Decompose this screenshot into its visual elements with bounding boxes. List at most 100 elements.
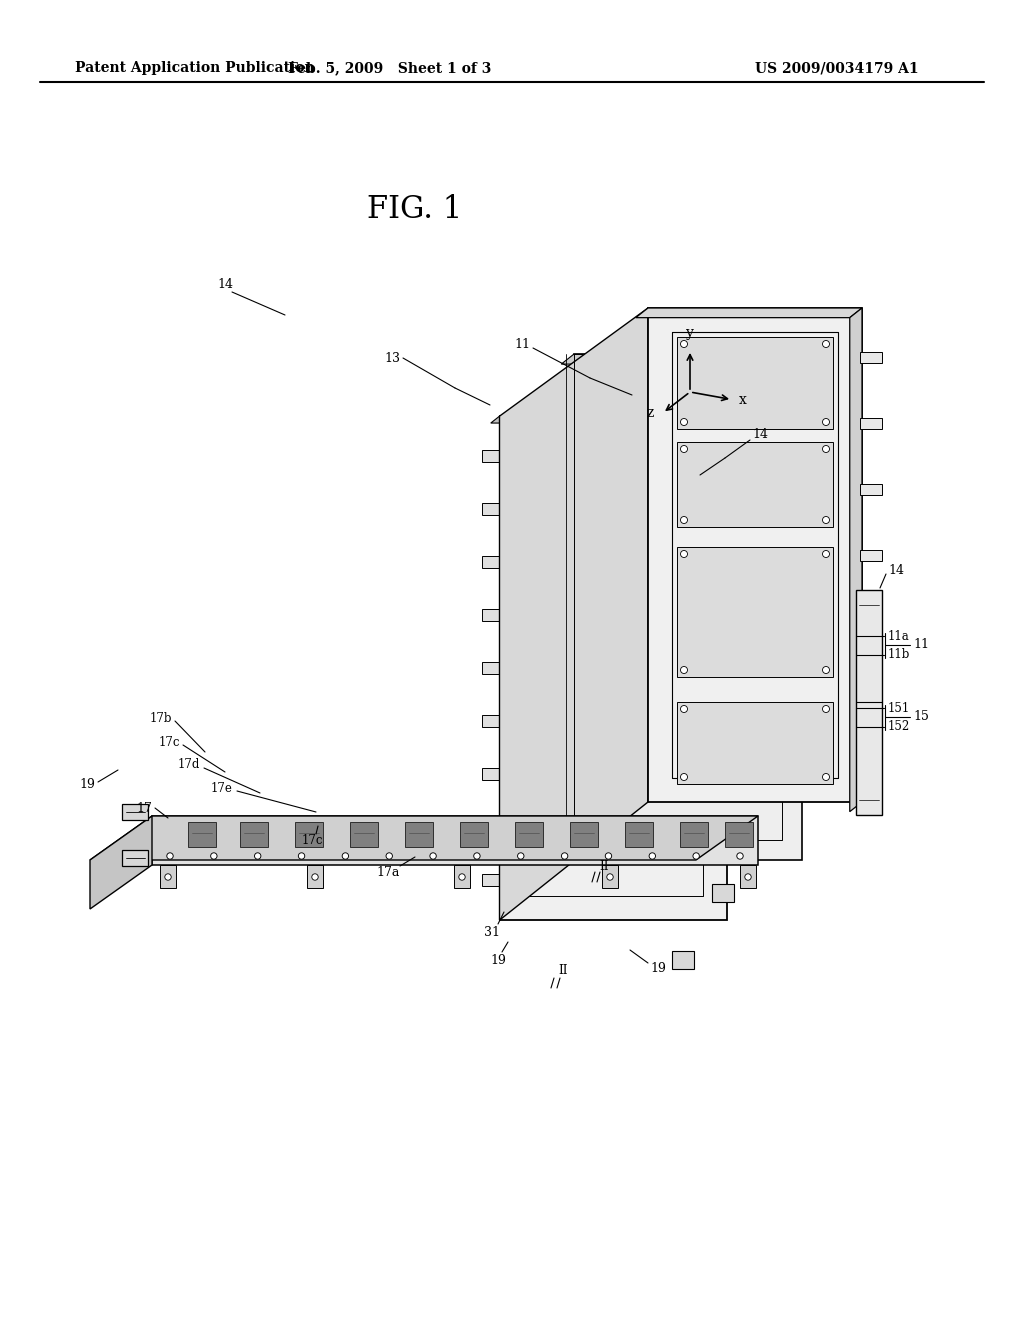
Text: 17a: 17a — [376, 866, 399, 879]
Circle shape — [681, 705, 687, 713]
Text: II: II — [599, 859, 608, 873]
Polygon shape — [716, 360, 736, 371]
Text: 17b: 17b — [150, 711, 172, 725]
Polygon shape — [573, 355, 802, 861]
Polygon shape — [188, 822, 216, 847]
Polygon shape — [90, 816, 152, 909]
Circle shape — [605, 853, 611, 859]
Polygon shape — [406, 822, 433, 847]
Text: US 2009/0034179 A1: US 2009/0034179 A1 — [755, 61, 919, 75]
Circle shape — [607, 874, 613, 880]
Polygon shape — [740, 865, 756, 888]
Polygon shape — [481, 610, 500, 622]
Text: 31: 31 — [484, 925, 500, 939]
Polygon shape — [712, 884, 734, 902]
Circle shape — [681, 341, 687, 347]
Text: 13: 13 — [384, 351, 400, 364]
Text: 15: 15 — [913, 710, 929, 723]
Circle shape — [737, 853, 743, 859]
Text: 11: 11 — [514, 338, 530, 351]
Polygon shape — [672, 950, 694, 969]
Circle shape — [386, 853, 392, 859]
Polygon shape — [625, 822, 653, 847]
Polygon shape — [481, 821, 500, 833]
Polygon shape — [307, 865, 323, 888]
Text: 152: 152 — [888, 721, 910, 734]
Polygon shape — [860, 417, 882, 429]
Circle shape — [517, 853, 524, 859]
Circle shape — [255, 853, 261, 859]
Circle shape — [822, 418, 829, 425]
Text: x: x — [739, 392, 746, 407]
Text: y: y — [686, 326, 694, 341]
Circle shape — [744, 874, 752, 880]
Circle shape — [342, 853, 348, 859]
Circle shape — [681, 418, 687, 425]
Polygon shape — [665, 360, 685, 371]
Polygon shape — [860, 352, 882, 363]
Text: 19: 19 — [79, 779, 95, 792]
Text: 19: 19 — [650, 961, 666, 974]
Text: FIG. 1: FIG. 1 — [368, 194, 463, 226]
Polygon shape — [481, 503, 500, 515]
Polygon shape — [454, 865, 470, 888]
Polygon shape — [481, 715, 500, 727]
Text: 151: 151 — [888, 701, 910, 714]
Circle shape — [822, 516, 829, 524]
Polygon shape — [741, 360, 762, 371]
Circle shape — [311, 874, 318, 880]
Text: Feb. 5, 2009   Sheet 1 of 3: Feb. 5, 2009 Sheet 1 of 3 — [289, 61, 492, 75]
Polygon shape — [160, 865, 176, 888]
Polygon shape — [152, 816, 758, 865]
Text: 19: 19 — [490, 953, 506, 966]
Polygon shape — [648, 308, 862, 803]
Circle shape — [822, 550, 829, 557]
Polygon shape — [602, 865, 618, 888]
Polygon shape — [295, 822, 323, 847]
Polygon shape — [860, 483, 882, 495]
Circle shape — [298, 853, 305, 859]
Text: 17c: 17c — [159, 735, 180, 748]
Polygon shape — [856, 590, 882, 814]
Circle shape — [167, 853, 173, 859]
Polygon shape — [122, 850, 148, 866]
Polygon shape — [481, 663, 500, 675]
Circle shape — [211, 853, 217, 859]
Polygon shape — [725, 822, 753, 847]
Circle shape — [681, 667, 687, 673]
Polygon shape — [500, 416, 726, 920]
Circle shape — [561, 853, 568, 859]
Text: 11a: 11a — [888, 630, 909, 643]
Circle shape — [681, 446, 687, 453]
Polygon shape — [677, 337, 833, 429]
Polygon shape — [860, 549, 882, 561]
Circle shape — [822, 667, 829, 673]
Circle shape — [459, 874, 465, 880]
Polygon shape — [677, 702, 833, 784]
Text: Patent Application Publication: Patent Application Publication — [75, 61, 314, 75]
Text: 17d: 17d — [177, 759, 200, 771]
Polygon shape — [850, 308, 862, 812]
Text: 14: 14 — [752, 429, 768, 441]
Circle shape — [165, 874, 171, 880]
Circle shape — [681, 516, 687, 524]
Polygon shape — [613, 360, 634, 371]
Text: z: z — [646, 407, 653, 420]
Polygon shape — [860, 747, 882, 758]
Text: II: II — [558, 964, 567, 977]
Polygon shape — [570, 822, 598, 847]
Circle shape — [822, 705, 829, 713]
Text: 14: 14 — [217, 279, 233, 292]
Polygon shape — [515, 822, 543, 847]
Text: 11b: 11b — [888, 648, 910, 661]
Circle shape — [822, 774, 829, 780]
Polygon shape — [350, 822, 378, 847]
Text: 17e: 17e — [210, 781, 232, 795]
Polygon shape — [490, 416, 726, 422]
Polygon shape — [90, 816, 758, 861]
Text: 11: 11 — [913, 639, 929, 652]
Polygon shape — [481, 556, 500, 569]
Circle shape — [681, 774, 687, 780]
Circle shape — [649, 853, 655, 859]
Polygon shape — [481, 450, 500, 462]
